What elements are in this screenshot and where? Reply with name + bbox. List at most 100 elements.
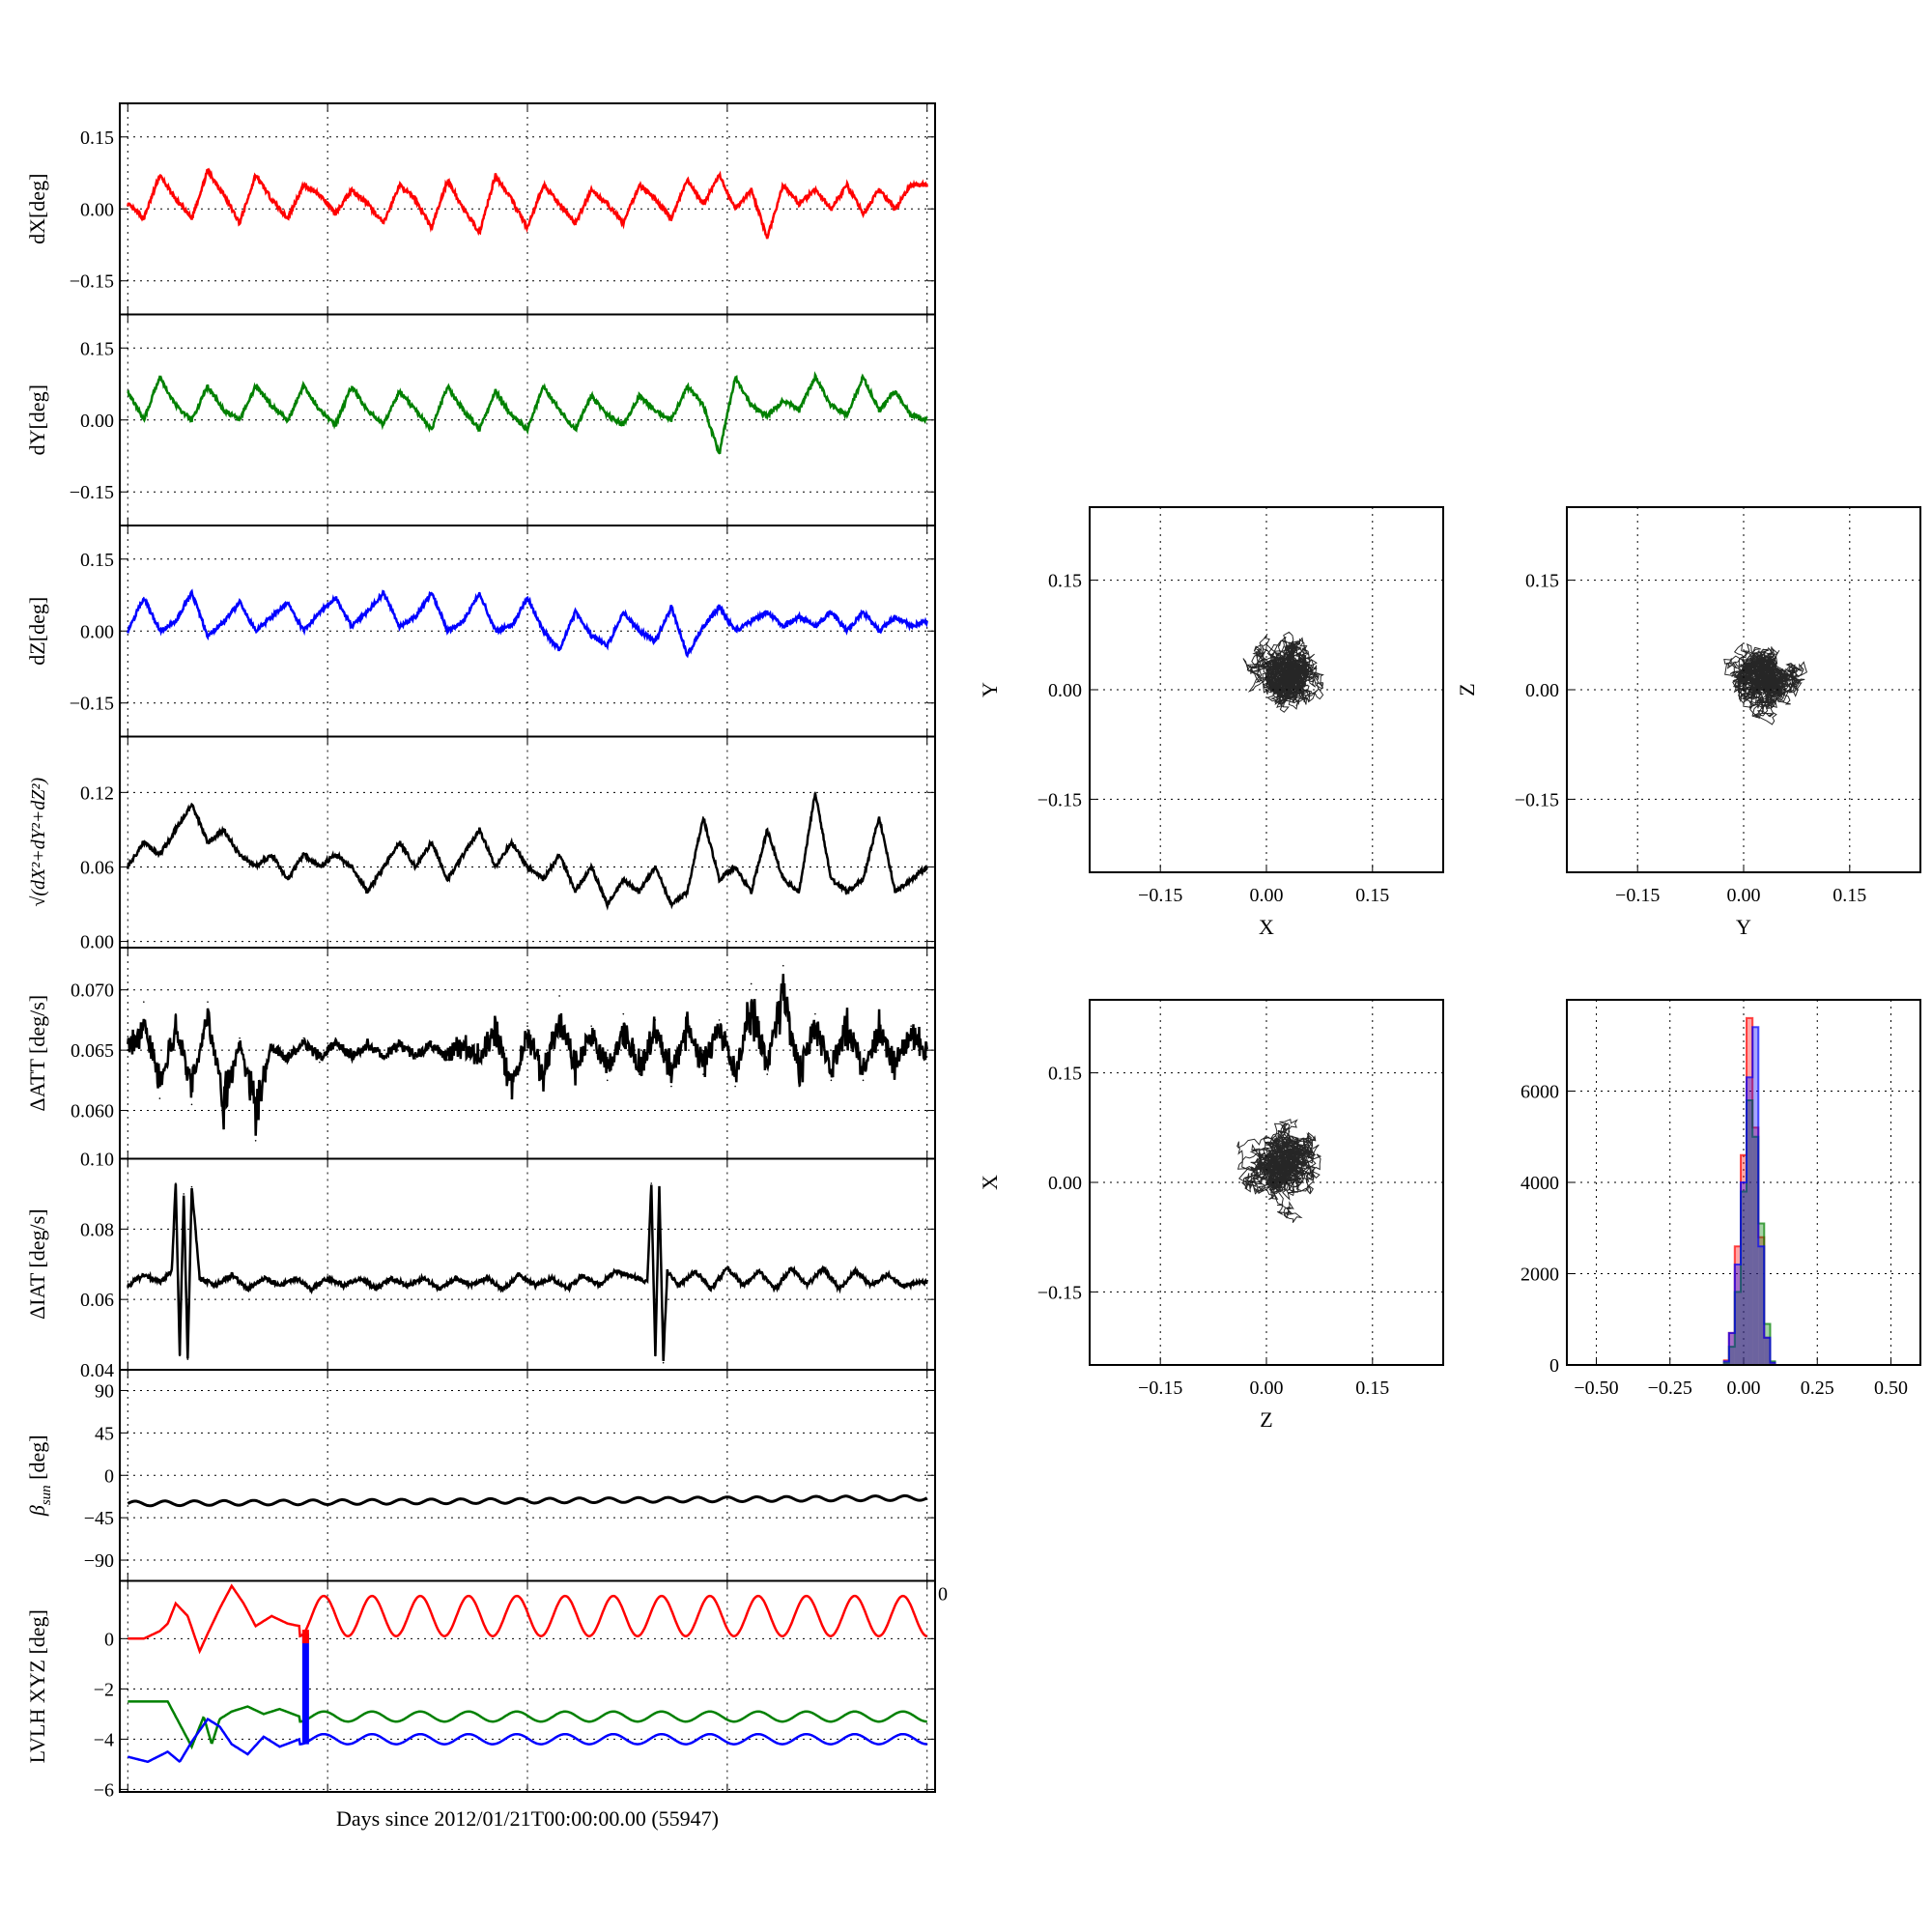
diat-data-point <box>186 1358 189 1360</box>
dX-data-point <box>383 222 384 224</box>
dZ-data-point <box>526 596 528 599</box>
norm-data-point <box>590 866 592 868</box>
norm-data-point <box>654 866 657 868</box>
norm-data-point <box>718 878 721 881</box>
datt-data-point <box>766 1073 769 1075</box>
dY-data-point <box>127 390 129 392</box>
hist-bar <box>1764 1337 1771 1365</box>
dZ-data-point <box>781 625 784 628</box>
dY-data-point <box>286 418 289 421</box>
x-tick-label: 0.00 <box>1727 1378 1761 1399</box>
norm-data-point <box>542 878 545 881</box>
dX-data-point <box>734 208 736 211</box>
x-axis-label: Z <box>1260 1407 1272 1432</box>
dX-data-point <box>190 217 193 219</box>
dX-data-point <box>781 184 784 186</box>
dX-data-point <box>574 222 577 224</box>
y-tick-label: 0.00 <box>1525 680 1559 701</box>
diat-data-point <box>158 1281 161 1283</box>
diat-data-point <box>654 1354 657 1357</box>
hist-bar <box>1747 1099 1753 1365</box>
datt-data-point <box>878 1019 880 1021</box>
diat-data-point <box>310 1288 313 1291</box>
dY-data-point <box>702 405 704 407</box>
norm-data-point <box>446 878 449 881</box>
dZ-data-point <box>894 615 896 618</box>
y-axis-label: √(dX²+dY²+dZ²) <box>28 778 49 907</box>
y-axis-label: dX[deg] <box>25 174 49 244</box>
dZ-data-point <box>814 625 816 628</box>
hist-bar <box>1752 1136 1759 1365</box>
datt-data-point <box>590 1025 592 1027</box>
datt-data-point <box>254 1139 257 1142</box>
diat-data-point <box>774 1288 777 1291</box>
y-tick-label: 0.15 <box>80 128 114 149</box>
dX-data-point <box>590 188 592 191</box>
datt-data-point <box>574 1073 577 1075</box>
y-tick-label: 0.15 <box>1048 1064 1082 1085</box>
diat-data-point <box>470 1284 472 1287</box>
panel-norm: 0.00 0.06 0.12 √(dX²+dY²+dZ²) <box>28 735 936 953</box>
dY-data-point <box>798 410 801 412</box>
datt-data-point <box>862 1079 865 1082</box>
plot-area <box>127 371 928 455</box>
diat-data-point <box>742 1284 745 1287</box>
norm-data-point <box>414 866 416 868</box>
diat-data-point <box>246 1288 249 1291</box>
dX-data-point <box>798 203 801 206</box>
diat-data-point <box>342 1284 345 1287</box>
dX-data-point <box>158 174 161 177</box>
diat-data-point <box>650 1182 653 1184</box>
norm-series-line <box>127 792 928 911</box>
plot-area <box>128 1583 927 1763</box>
diat-data-point <box>198 1277 201 1280</box>
y-tick-label: −6 <box>94 1779 114 1801</box>
hist-bar <box>1722 1362 1729 1365</box>
diat-data-point <box>170 1270 173 1272</box>
dY-data-point <box>639 395 640 397</box>
zx-trajectory <box>1236 1119 1322 1223</box>
diat-data-point <box>838 1288 840 1291</box>
dY-data-point <box>878 410 880 412</box>
datt-data-point <box>846 1012 848 1015</box>
diat-data-point <box>179 1354 181 1357</box>
datt-data-point <box>175 1012 177 1015</box>
dZ-data-point <box>542 630 545 633</box>
norm-data-point <box>878 816 880 818</box>
hist-bar <box>1770 1362 1776 1365</box>
x-tick-label: −0.15 <box>1138 1378 1182 1399</box>
dY-data-point <box>143 418 145 421</box>
norm-data-point <box>158 853 161 856</box>
panel-yz: −0.15 −0.15 0.00 0.00 0.15 0.15 Y Z <box>1455 506 1921 939</box>
y-tick-label: 0.08 <box>80 1219 114 1240</box>
x-tick-label: 0.00 <box>1250 1378 1284 1399</box>
dY-data-point <box>398 390 401 392</box>
norm-data-point <box>798 891 801 893</box>
x-tick-label: −0.15 <box>1615 885 1660 906</box>
norm-data-point <box>175 829 177 831</box>
dY-data-point <box>846 413 848 416</box>
y-axis-label: βsun [deg] <box>25 1435 54 1517</box>
y-tick-label: 0.00 <box>80 411 114 432</box>
panel-frame <box>1089 506 1444 873</box>
norm-data-point <box>222 829 225 831</box>
panel-hist: −0.50 −0.25 0.00 0.25 0.50 0 2000 4000 6000 <box>1520 999 1921 1399</box>
x-tick-label: 0.25 <box>1801 1378 1834 1399</box>
norm-data-point <box>510 840 513 843</box>
datt-data-point <box>542 1085 545 1088</box>
norm-data-point <box>366 891 369 893</box>
x-tick-label: 0.00 <box>1250 885 1284 906</box>
y-axis-label: ΔIAT [deg/s] <box>25 1208 49 1320</box>
y-tick-label: 0 <box>1549 1355 1559 1377</box>
datt-data-point <box>158 1097 161 1099</box>
x-tick-label: 0.15 <box>1833 885 1866 906</box>
dY-data-point <box>750 405 753 407</box>
dY-data-point <box>542 385 545 387</box>
norm-data-point <box>925 866 928 868</box>
panel-xy: −0.15 −0.15 0.00 0.00 0.15 0.15 X Y <box>978 506 1444 939</box>
diat-data-point <box>678 1284 681 1287</box>
hist-bar <box>1758 1223 1765 1365</box>
dX-data-point <box>686 179 689 182</box>
datt-data-point <box>127 1049 129 1051</box>
datt-data-point <box>463 1039 465 1041</box>
